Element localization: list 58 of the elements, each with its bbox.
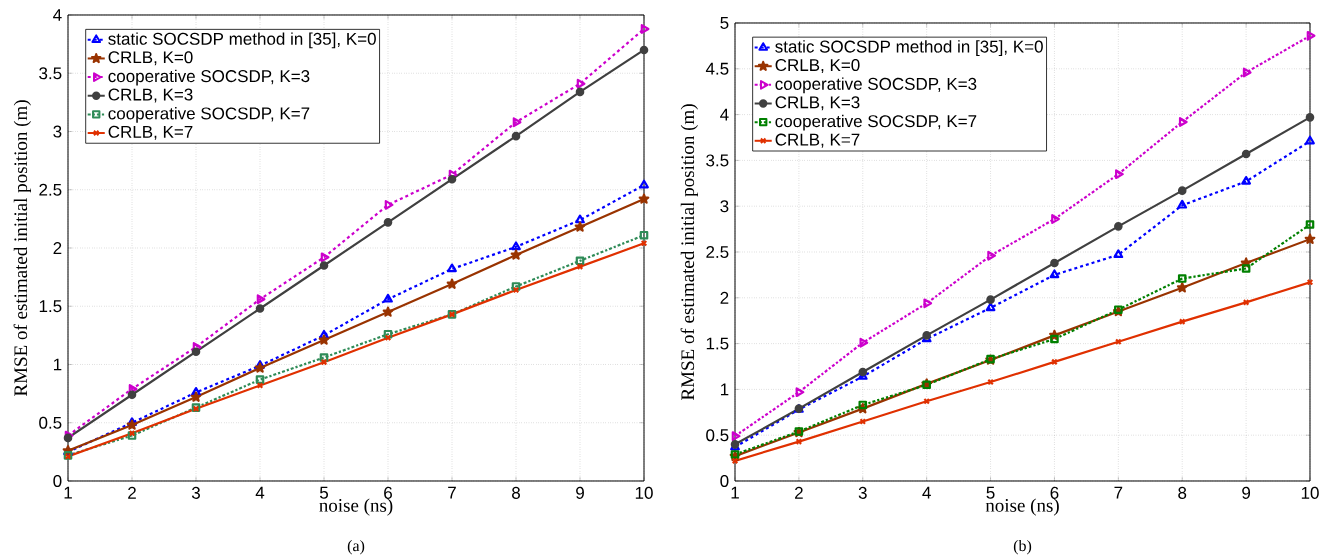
x-tick-label: 6 — [384, 486, 392, 499]
x-tick-label: 7 — [448, 486, 456, 499]
x-axis-title: noise (ns) — [319, 498, 393, 516]
x-tick-label: 8 — [1178, 486, 1187, 499]
x-tick-label: 4 — [255, 486, 265, 499]
y-tick-label: 2 — [720, 291, 729, 304]
y-tick-label: 0.5 — [39, 416, 62, 429]
x-tick-label: 5 — [319, 486, 329, 499]
x-tick-label: 9 — [576, 486, 584, 499]
y-tick-label: 1 — [720, 383, 729, 396]
legend-label: CRLB, K=7 — [108, 125, 193, 140]
text: (a) — [347, 539, 365, 555]
x-tick-label: 4 — [922, 486, 931, 499]
x-tick-label: 6 — [1050, 486, 1059, 499]
legend-label: static SOCSDP method in [35], K=0 — [108, 32, 376, 49]
y-tick-label: 1 — [53, 358, 62, 371]
x-tick-label: 1 — [731, 486, 739, 499]
y-tick-label: 1.5 — [39, 300, 62, 313]
legend-label: cooperative SOCSDP, K=3 — [775, 77, 977, 94]
y-tick-label: 2.5 — [39, 183, 62, 196]
x-tick-label: 1 — [64, 486, 72, 499]
y-tick-label: 3 — [53, 125, 62, 138]
y-tick-label: 2.5 — [706, 245, 729, 258]
legend-label: cooperative SOCSDP, K=7 — [108, 106, 310, 123]
legend-label: static SOCSDP method in [35], K=0 — [775, 40, 1043, 56]
y-tick-label: 2 — [53, 242, 62, 254]
text: (b) — [1013, 539, 1032, 555]
y-tick-label: 4 — [53, 9, 62, 21]
legend-label: CRLB, K=3 — [775, 96, 860, 111]
x-tick-label: 10 — [635, 486, 653, 499]
y-tick-label: 0.5 — [706, 429, 729, 442]
legend-label: cooperative SOCSDP, K=7 — [775, 114, 977, 131]
x-tick-label: 7 — [1114, 486, 1123, 499]
y-tick-label: 4 — [720, 108, 729, 121]
y-tick-label: 5 — [720, 17, 729, 29]
x-tick-label: 5 — [986, 486, 995, 499]
y-tick-label: 0 — [720, 474, 729, 487]
legend-label: CRLB, K=7 — [775, 133, 860, 148]
x-tick-label: 2 — [128, 486, 136, 499]
x-tick-label: 3 — [858, 486, 867, 499]
y-axis-title: RMSE of estimated initial position (m) — [680, 104, 698, 400]
legend-label: CRLB, K=0 — [108, 51, 193, 66]
x-tick-label: 2 — [795, 486, 803, 499]
y-tick-label: 1.5 — [706, 337, 729, 350]
y-tick-label: 3.5 — [706, 154, 729, 167]
legend-label: CRLB, K=0 — [775, 58, 860, 74]
x-tick-label: 8 — [512, 486, 520, 499]
x-tick-label: 9 — [1242, 486, 1251, 499]
y-tick-label: 0 — [53, 474, 62, 487]
y-axis-title: RMSE of estimated initial position (m) — [13, 100, 31, 396]
legend-label: cooperative SOCSDP, K=3 — [108, 69, 310, 86]
x-tick-label: 10 — [1301, 486, 1319, 499]
x-axis-title: noise (ns) — [985, 498, 1059, 516]
x-tick-label: 3 — [191, 486, 200, 499]
y-tick-label: 4.5 — [705, 62, 729, 75]
y-tick-label: 3.5 — [39, 67, 62, 80]
y-tick-label: 3 — [720, 200, 729, 213]
legend-label: CRLB, K=3 — [108, 88, 193, 103]
